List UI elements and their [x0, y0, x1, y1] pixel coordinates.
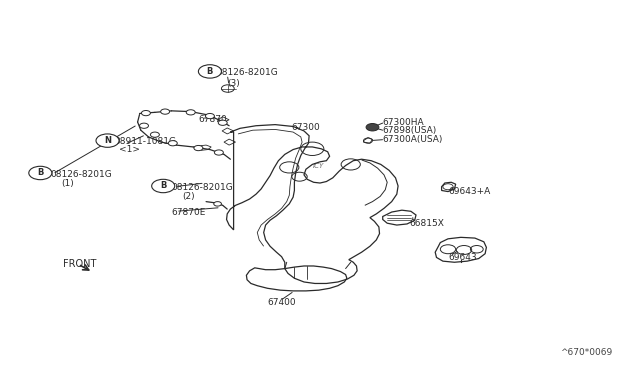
Text: 69643: 69643	[448, 253, 477, 262]
Text: ICY: ICY	[313, 163, 324, 169]
Text: 69643+A: 69643+A	[448, 187, 490, 196]
Circle shape	[186, 110, 195, 115]
Text: <1>: <1>	[119, 145, 140, 154]
Text: 67400: 67400	[268, 298, 296, 307]
Text: 67300A(USA): 67300A(USA)	[383, 135, 443, 144]
Text: 08126-8201G: 08126-8201G	[172, 183, 233, 192]
Text: (1): (1)	[61, 179, 74, 187]
Circle shape	[366, 124, 379, 131]
Text: 08126-8201G: 08126-8201G	[216, 68, 278, 77]
Circle shape	[168, 141, 177, 146]
Text: 67870E: 67870E	[172, 208, 206, 217]
Text: ^670*0069: ^670*0069	[560, 348, 612, 357]
Circle shape	[152, 179, 175, 193]
Text: B: B	[160, 182, 166, 190]
Circle shape	[218, 120, 227, 125]
Circle shape	[194, 145, 203, 151]
Circle shape	[161, 109, 170, 114]
Text: N: N	[104, 136, 111, 145]
Text: 67898(USA): 67898(USA)	[383, 126, 437, 135]
Text: 67870: 67870	[198, 115, 227, 124]
Text: 66815X: 66815X	[410, 219, 444, 228]
Circle shape	[205, 113, 214, 119]
Text: B: B	[37, 169, 44, 177]
Circle shape	[150, 132, 159, 137]
Text: 08126-8201G: 08126-8201G	[50, 170, 111, 179]
Text: (3): (3)	[227, 79, 240, 88]
Text: 67300HA: 67300HA	[383, 118, 424, 126]
Text: B: B	[207, 67, 213, 76]
Circle shape	[214, 150, 223, 155]
Text: FRONT: FRONT	[63, 259, 96, 269]
Circle shape	[96, 134, 119, 147]
Text: 67300: 67300	[291, 123, 320, 132]
Circle shape	[140, 123, 148, 128]
Text: 08911-1081G: 08911-1081G	[114, 137, 176, 146]
Circle shape	[214, 202, 221, 206]
Circle shape	[29, 166, 52, 180]
Text: (2): (2)	[182, 192, 195, 201]
Circle shape	[198, 65, 221, 78]
Circle shape	[141, 110, 150, 116]
